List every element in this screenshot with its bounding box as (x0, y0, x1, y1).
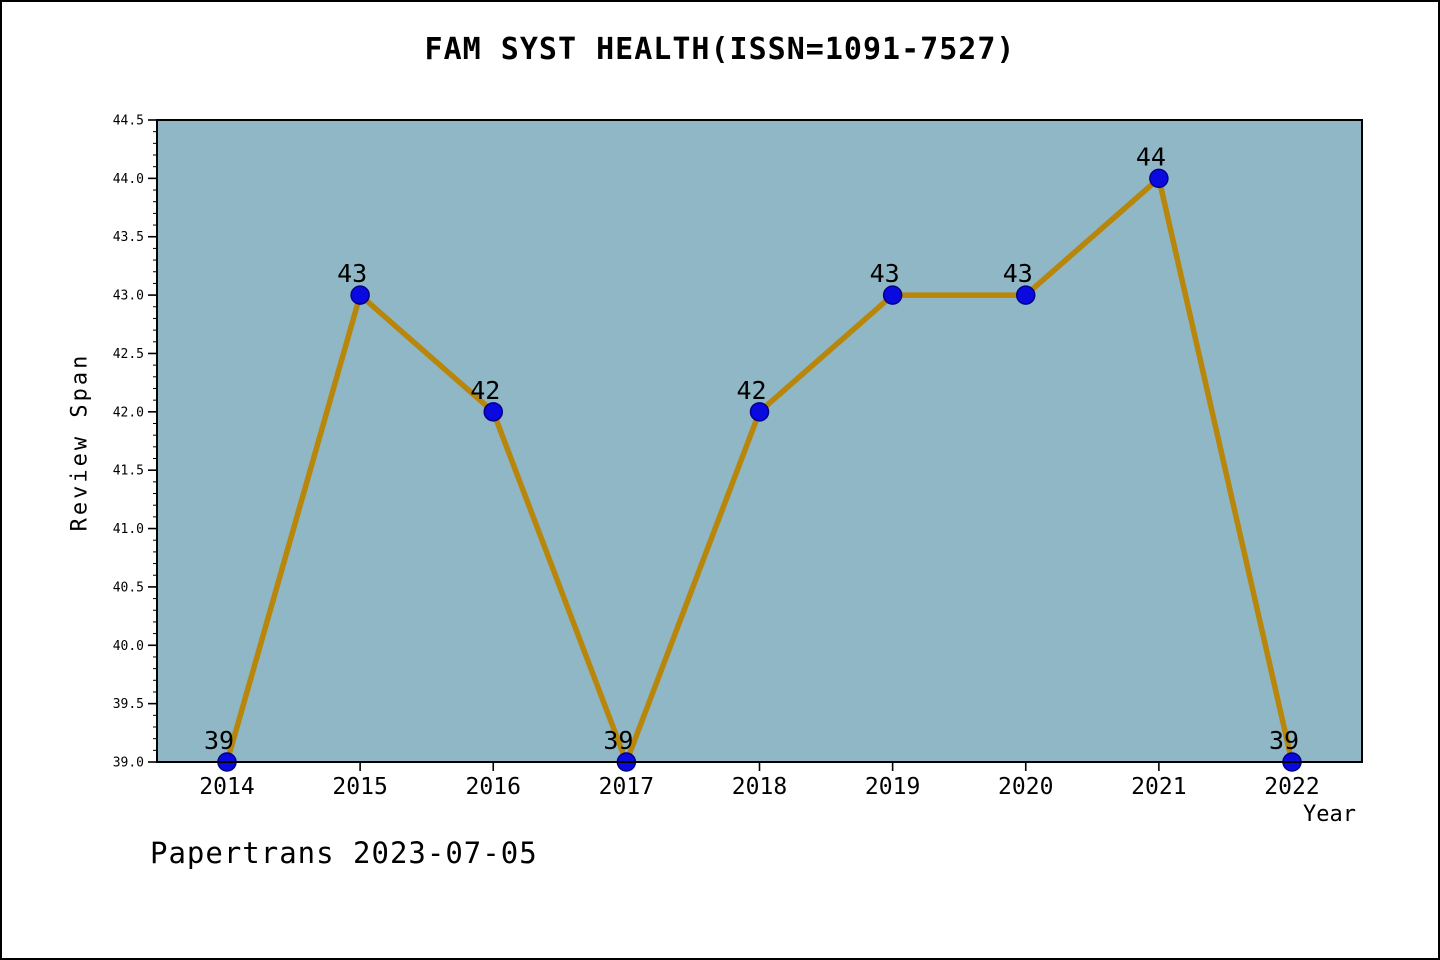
plot-background (157, 120, 1362, 762)
data-point-label: 42 (470, 376, 500, 405)
y-tick-label: 41.5 (113, 464, 144, 479)
data-point (1016, 285, 1036, 305)
x-tick-label: 2019 (865, 774, 920, 800)
y-tick-label: 39.5 (113, 697, 144, 712)
data-point (350, 285, 370, 305)
data-point-label: 39 (603, 726, 633, 755)
data-point-label: 43 (870, 259, 900, 288)
y-tick-label: 40.5 (113, 580, 144, 595)
y-tick-label: 40.0 (113, 639, 144, 654)
watermark-text: Papertrans 2023-07-05 (150, 836, 538, 870)
data-point-label: 44 (1136, 142, 1166, 171)
x-tick-label: 2017 (599, 774, 654, 800)
data-point (1149, 168, 1169, 189)
y-tick-label: 39.0 (113, 756, 144, 771)
chart-title: FAM SYST HEALTH(ISSN=1091-7527) (424, 32, 1016, 67)
x-tick-label: 2021 (1131, 774, 1186, 800)
data-point (882, 285, 903, 305)
x-tick-label: 2018 (732, 774, 787, 800)
data-point-label: 43 (1003, 259, 1033, 288)
x-tick-label: 2014 (199, 774, 254, 800)
data-point (749, 402, 770, 422)
y-tick-label: 42.5 (113, 347, 144, 362)
data-point-label: 43 (337, 259, 367, 288)
x-tick-label: 2016 (466, 774, 521, 800)
plot-border (156, 119, 1363, 763)
y-tick-label: 43.0 (113, 289, 144, 304)
y-tick-label: 44.0 (113, 172, 144, 187)
data-point (483, 402, 503, 422)
y-tick-label: 42.0 (113, 405, 144, 420)
x-tick-label: 2015 (332, 774, 387, 800)
data-point-label: 42 (736, 376, 766, 405)
y-tick-label: 43.5 (113, 230, 144, 245)
y-tick-label: 44.5 (113, 114, 144, 129)
data-point-label: 39 (1269, 726, 1299, 755)
data-point-label: 39 (204, 726, 234, 755)
y-tick-label: 41.0 (113, 522, 144, 537)
x-tick-label: 2020 (998, 774, 1053, 800)
x-axis-label: Year (1303, 802, 1356, 827)
x-tick-label: 2022 (1264, 774, 1319, 800)
